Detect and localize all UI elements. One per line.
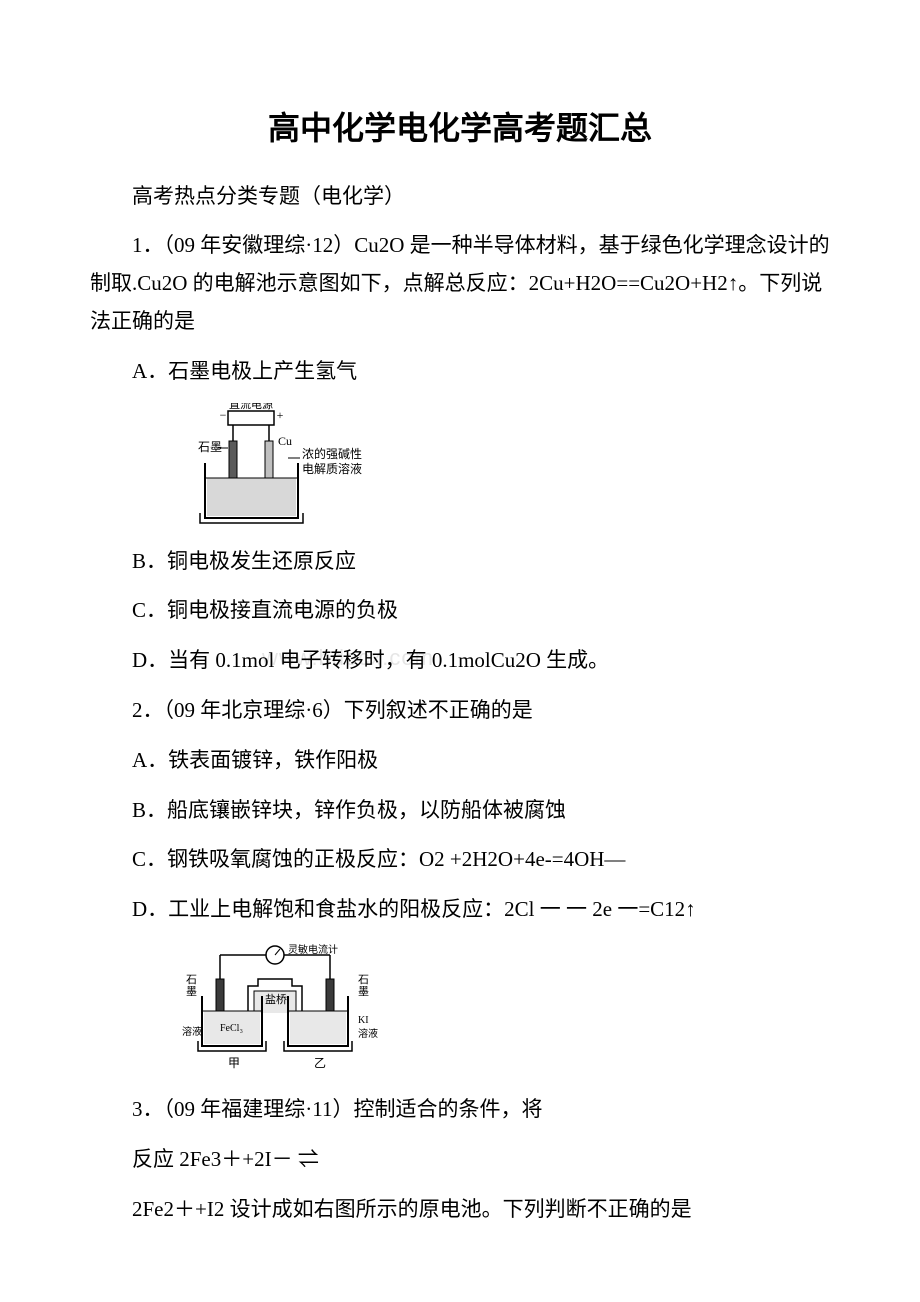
graphite-left-label-1: 石 (186, 974, 197, 986)
fecl3-label: FeCl₃ (220, 1023, 243, 1034)
option-d-text: D．当有 0.1mol 电子转移时，有 0.1molCu2O 生成。 (132, 648, 609, 672)
meter-label: 灵敏电流计 (288, 943, 338, 956)
question-1-option-d: D．当有 0.1mol 电子转移时，有 0.1molCu2O 生成。 www.b… (90, 642, 830, 680)
question-2-option-a: A．铁表面镀锌，铁作阳极 (90, 742, 830, 780)
electrolysis-cell-diagram: 直流电源 − + 石墨 Cu 浓的强碱性 电解质溶液 (180, 403, 390, 533)
galvanic-cell-diagram: 灵敏电流计 石 墨 石 墨 盐桥 FeCl₃ 溶液 KI 溶液 甲 乙 (180, 941, 400, 1081)
question-3-line2: 反应 2Fe3＋+2I－ ⇌ (90, 1141, 830, 1179)
question-2-option-b: B．船底镶嵌锌块，锌作负极，以防船体被腐蚀 (90, 792, 830, 830)
solution-left-label: 溶液 (182, 1025, 202, 1038)
graphite-label: 石墨 (198, 440, 222, 454)
bridge-label: 盐桥 (265, 993, 287, 1006)
question-2-diagram-container: 灵敏电流计 石 墨 石 墨 盐桥 FeCl₃ 溶液 KI 溶液 甲 乙 (180, 941, 830, 1081)
jia-label: 甲 (228, 1056, 240, 1070)
question-1-stem: 1．（09 年安徽理综·12）Cu2O 是一种半导体材料，基于绿色化学理念设计的… (90, 227, 830, 340)
electrolyte-label-1: 浓的强碱性 (302, 446, 362, 461)
electrolyte-label-2: 电解质溶液 (302, 461, 362, 476)
question-1-diagram-container: 直流电源 − + 石墨 Cu 浓的强碱性 电解质溶液 (180, 403, 830, 533)
graphite-left-label-2: 墨 (186, 985, 197, 998)
solution-right-label: 溶液 (358, 1027, 378, 1040)
document-subtitle: 高考热点分类专题（电化学） (90, 178, 830, 216)
graphite-right-label-2: 墨 (358, 985, 369, 998)
question-3-stem: 3．（09 年福建理综·11）控制适合的条件，将 (90, 1091, 830, 1129)
question-2-option-d: D．工业上电解饱和食盐水的阳极反应：2Cl 一 一 2e 一=C12↑ (90, 891, 830, 929)
yi-label: 乙 (314, 1056, 326, 1070)
graphite-right-label-1: 石 (358, 974, 369, 986)
question-3-line3: 2Fe2＋+I2 设计成如右图所示的原电池。下列判断不正确的是 (90, 1191, 830, 1229)
question-1-option-b: B．铜电极发生还原反应 (90, 543, 830, 581)
question-1-option-a: A．石墨电极上产生氢气 (90, 353, 830, 391)
question-2-stem: 2．（09 年北京理综·6）下列叙述不正确的是 (90, 692, 830, 730)
ki-label: KI (358, 1015, 369, 1026)
document-title: 高中化学电化学高考题汇总 (90, 100, 830, 158)
question-1-option-c: C．铜电极接直流电源的负极 (90, 592, 830, 630)
power-label: 直流电源 (229, 403, 273, 411)
plus-label: + (277, 408, 284, 422)
minus-label: − (220, 408, 227, 422)
question-2-option-c: C．钢铁吸氧腐蚀的正极反应：O2 +2H2O+4e-=4OH— (90, 841, 830, 879)
cu-label: Cu (278, 434, 292, 448)
